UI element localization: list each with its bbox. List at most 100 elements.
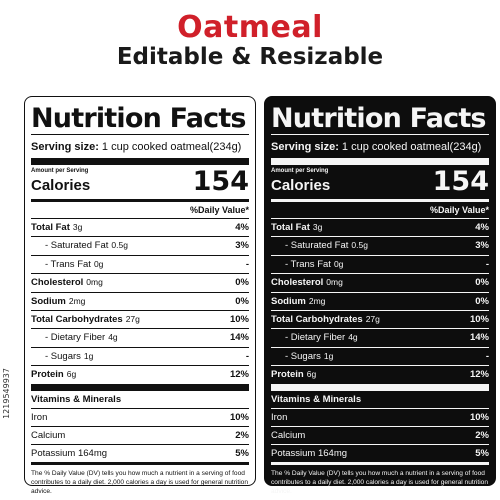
mineral-name: Iron [31, 411, 48, 423]
nutrient-name: Total Fat [31, 222, 70, 233]
nutrient-amount: 0g [93, 258, 104, 269]
nutrient-dv: 12% [469, 369, 489, 381]
footnote: The % Daily Value (DV) tells you how muc… [271, 461, 489, 496]
nutrient-name: - Saturated Fat [45, 240, 109, 252]
nutrition-label-dark: Nutrition Facts Serving size: 1 cup cook… [264, 96, 496, 495]
mineral-dv: 5% [475, 447, 489, 459]
nutrient-name: Protein [31, 369, 64, 381]
calories-label: Calories [271, 177, 331, 194]
page-subtitle: Editable & Resizable [116, 44, 384, 70]
nutrient-amount: 6g [306, 369, 317, 380]
mineral-dv: 2% [235, 429, 249, 441]
nutrient-dv: 14% [469, 332, 489, 344]
nutrient-name: Total Carbohydrates [31, 314, 123, 326]
calories-label: Calories [31, 177, 91, 194]
nutrient-amount: 2mg [308, 295, 326, 306]
nutrient-name: - Sugars [45, 350, 81, 362]
nutrient-row: - Saturated Fat 0.5g 3% [271, 236, 489, 254]
calories-block: Amount per Serving Calories 154 [31, 165, 249, 199]
nutrient-dv: 10% [469, 314, 489, 326]
nutrient-dv: 12% [229, 369, 249, 381]
nutrient-row: - Sugars 1g - [31, 346, 249, 365]
nutrient-amount: 1g [83, 350, 94, 361]
mineral-row: Calcium 2% [271, 425, 489, 444]
mineral-name: Calcium [271, 429, 306, 441]
amount-per-serving: Amount per Serving [271, 168, 329, 174]
nutrient-dv: 3% [475, 240, 489, 252]
mineral-name: Potassium 164mg [271, 447, 348, 459]
nutrient-amount: 3g [72, 222, 83, 232]
nutrient-name: - Dietary Fiber [285, 332, 346, 344]
nutrient-row: - Dietary Fiber 4g 14% [31, 328, 249, 346]
nutrient-row: Sodium 2mg 0% [31, 291, 249, 310]
nutrient-name: Protein [271, 369, 304, 381]
nutrient-row: Total Carbohydrates 27g 10% [271, 310, 489, 328]
calories-block: Amount per Serving Calories 154 [271, 165, 489, 199]
mineral-name: Potassium 164mg [31, 447, 108, 459]
daily-value-header: %Daily Value* [429, 205, 489, 215]
nutrient-amount: 0mg [326, 277, 343, 288]
nutrient-amount: 0.5g [351, 240, 368, 251]
nutrient-row: - Dietary Fiber 4g 14% [271, 328, 489, 346]
mineral-row: Potassium 164mg 5% [271, 443, 489, 462]
nutrient-row: Total Carbohydrates 27g 10% [31, 310, 249, 328]
nutrient-dv: 14% [229, 332, 249, 344]
mineral-dv: 10% [469, 411, 489, 423]
mineral-name: Iron [271, 411, 288, 423]
nutrient-name: Sodium [271, 295, 306, 307]
serving-value: 1 cup cooked oatmeal(234g) [101, 141, 242, 153]
nutrient-dv: - [485, 258, 489, 270]
nutrient-name: Sodium [31, 295, 66, 307]
nutrient-row: - Trans Fat 0g - [31, 254, 249, 273]
nutrient-row: Protein 6g 12% [271, 365, 489, 383]
nutrient-amount: 0g [333, 258, 344, 269]
serving-size: Serving size: 1 cup cooked oatmeal(234g) [271, 135, 489, 158]
amount-per-serving: Amount per Serving [31, 168, 89, 174]
mineral-dv: 2% [475, 429, 489, 441]
nutrient-row: Total Fat 3g 4% [271, 218, 489, 236]
nutrient-dv: 0% [475, 295, 489, 307]
nutrient-dv: 0% [475, 277, 489, 289]
nutrient-name: - Sugars [285, 350, 321, 362]
nutrient-amount: 6g [66, 369, 77, 380]
vitamins-minerals-header: Vitamins & Minerals [31, 383, 249, 408]
nutrient-dv: 4% [475, 222, 489, 233]
nutrient-amount: 2mg [68, 295, 86, 306]
daily-value-header: %Daily Value* [189, 205, 249, 215]
nutrient-row: Cholesterol 0mg 0% [31, 273, 249, 291]
serving-value: 1 cup cooked oatmeal(234g) [341, 141, 482, 153]
mineral-row: Calcium 2% [31, 425, 249, 444]
nutrient-row: Sodium 2mg 0% [271, 291, 489, 310]
nutrient-name: - Trans Fat [285, 258, 331, 270]
nutrient-amount: 4g [108, 332, 118, 343]
calories-value: 154 [192, 166, 249, 197]
vitamins-minerals-header: Vitamins & Minerals [271, 383, 489, 408]
nutrient-row: - Sugars 1g - [271, 346, 489, 365]
mineral-dv: 10% [229, 411, 249, 423]
mineral-row: Potassium 164mg 5% [31, 443, 249, 462]
footnote: The % Daily Value (DV) tells you how muc… [31, 461, 249, 496]
nutrient-name: Total Fat [271, 222, 310, 233]
nutrient-dv: 0% [235, 277, 249, 289]
nutrient-amount: 1g [323, 350, 334, 361]
serving-size: Serving size: 1 cup cooked oatmeal(234g) [31, 135, 249, 158]
nutrient-amount: 4g [348, 332, 358, 343]
page-title: Oatmeal [177, 10, 323, 45]
nutrient-dv: 3% [235, 240, 249, 252]
nutrient-name: - Dietary Fiber [45, 332, 106, 344]
nutrient-row: Protein 6g 12% [31, 365, 249, 383]
nutrient-row: - Trans Fat 0g - [271, 254, 489, 273]
nutrient-dv: - [245, 258, 249, 270]
nutrient-row: Total Fat 3g 4% [31, 218, 249, 236]
nutrient-name: Total Carbohydrates [271, 314, 363, 326]
serving-label: Serving size: [31, 141, 99, 153]
nutrient-name: Cholesterol [271, 277, 324, 289]
nutrient-amount: 3g [312, 222, 323, 232]
mineral-name: Calcium [31, 429, 66, 441]
nutrition-label-light: Nutrition Facts Serving size: 1 cup cook… [24, 96, 256, 495]
mineral-row: Iron 10% [271, 407, 489, 426]
nutrient-name: - Trans Fat [45, 258, 91, 270]
nutrient-amount: 27g [125, 314, 140, 325]
nutrient-name: - Saturated Fat [285, 240, 349, 252]
nutrient-dv: - [245, 350, 249, 362]
